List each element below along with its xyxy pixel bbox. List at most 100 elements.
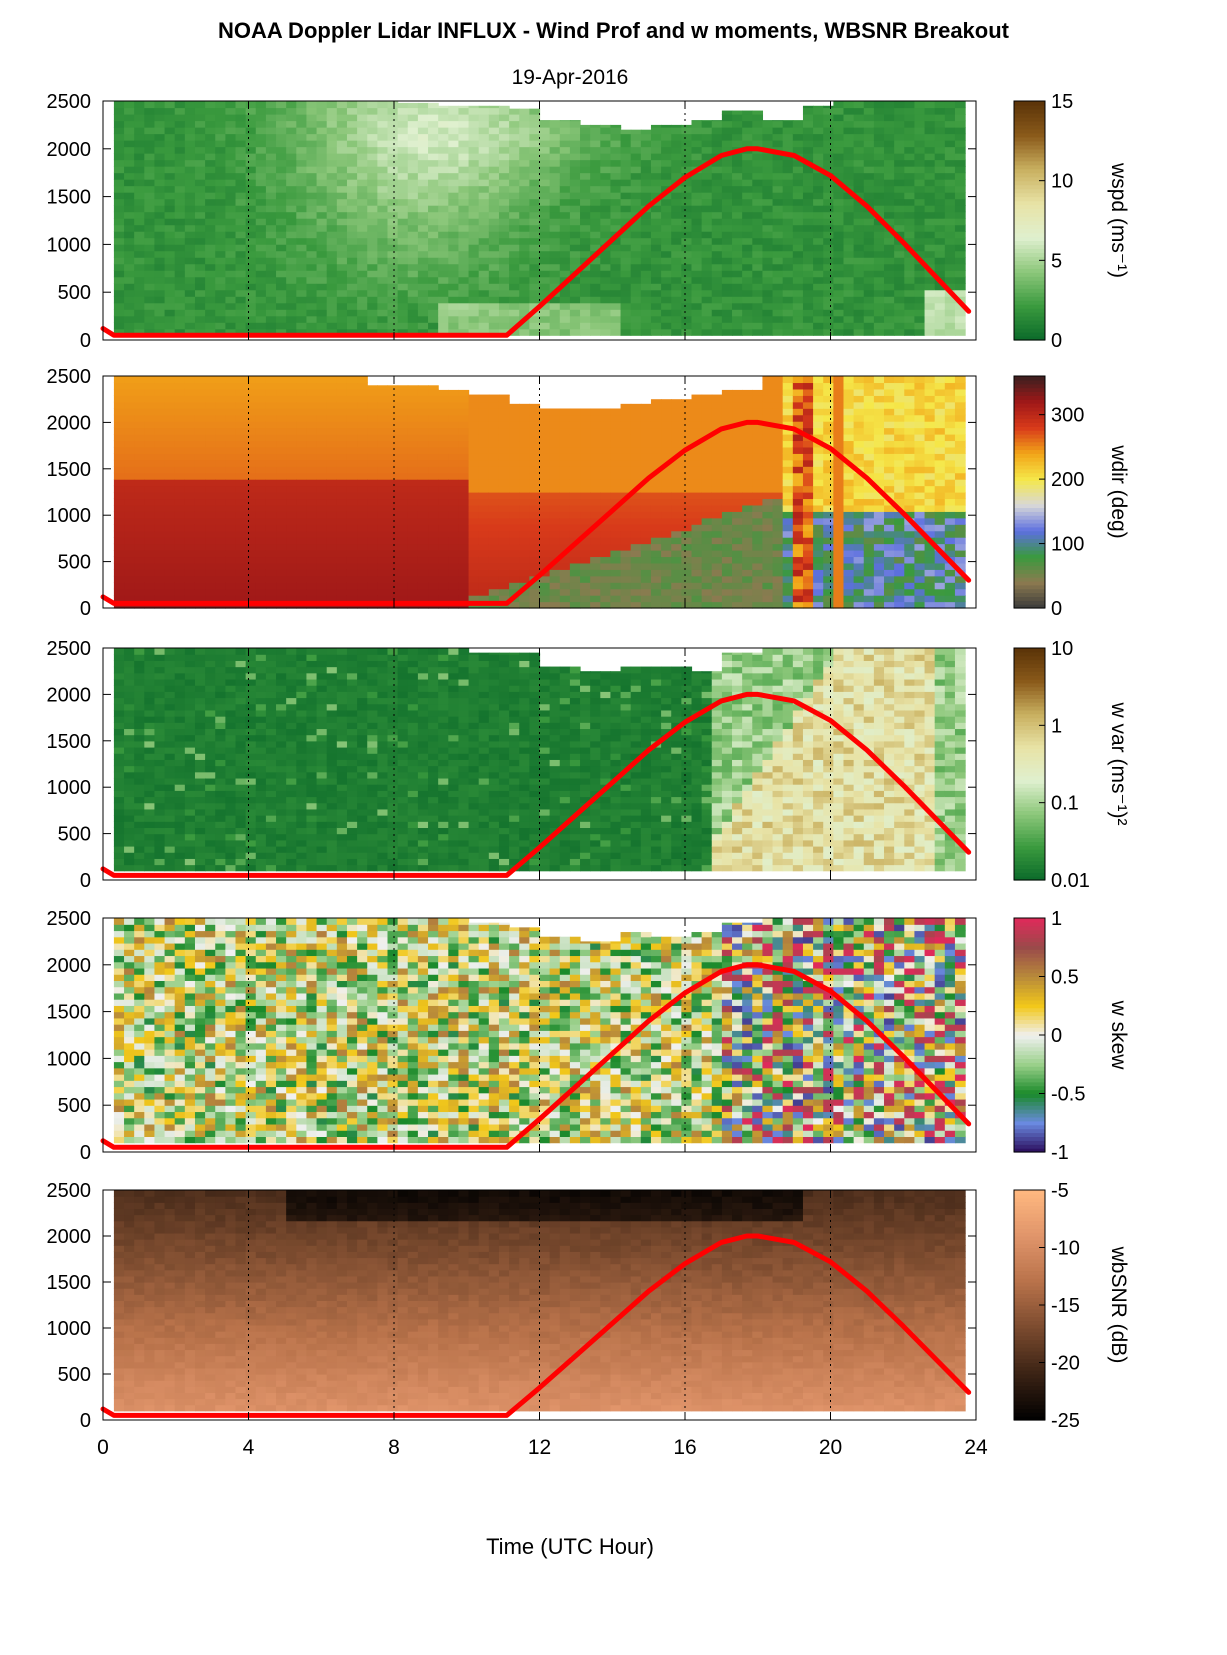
heatmap-cell — [600, 588, 612, 596]
heatmap-cell — [630, 244, 642, 252]
heatmap-cell — [255, 153, 267, 161]
heatmap-cell — [265, 504, 277, 512]
heatmap-cell — [296, 120, 308, 128]
heatmap-cell — [904, 302, 916, 310]
heatmap-cell — [813, 309, 824, 317]
heatmap-cell — [650, 231, 662, 239]
heatmap-cell — [610, 153, 622, 161]
heatmap-cell — [255, 114, 267, 122]
heatmap-cell — [843, 198, 855, 206]
heatmap-cell — [265, 276, 277, 284]
heatmap-cell — [752, 166, 764, 174]
heatmap-cell — [640, 498, 652, 506]
heatmap-cell — [438, 459, 449, 467]
heatmap-cell — [894, 263, 905, 271]
heatmap-cell — [377, 537, 389, 545]
heatmap-cell — [782, 283, 794, 291]
heatmap-cell — [164, 231, 176, 239]
heatmap-cell — [276, 395, 287, 403]
heatmap-cell — [762, 276, 774, 284]
heatmap-cell — [468, 179, 480, 187]
heatmap-cell — [286, 322, 297, 330]
heatmap-cell — [711, 192, 723, 200]
heatmap-cell — [245, 315, 257, 323]
heatmap-cell — [590, 127, 601, 135]
heatmap-cell — [498, 395, 510, 403]
heatmap-cell — [215, 315, 226, 323]
heatmap-cell — [944, 315, 956, 323]
heatmap-cell — [509, 133, 520, 141]
heatmap-cell — [863, 198, 875, 206]
heatmap-cell — [113, 408, 125, 416]
heatmap-cell — [407, 440, 419, 448]
heatmap-cell — [184, 588, 196, 596]
heatmap-cell — [529, 289, 541, 297]
heatmap-cell — [225, 492, 237, 500]
heatmap-cell — [336, 446, 348, 454]
heatmap-cell — [519, 211, 530, 219]
heatmap-cell — [255, 315, 267, 323]
heatmap-cell — [752, 110, 764, 115]
heatmap-cell — [336, 382, 348, 390]
heatmap-cell — [863, 302, 875, 310]
heatmap-cell — [873, 140, 885, 148]
heatmap-cell — [124, 472, 135, 480]
heatmap-cell — [336, 524, 348, 532]
heatmap-cell — [620, 588, 632, 596]
heatmap-cell — [245, 530, 257, 538]
heatmap-cell — [306, 582, 318, 590]
heatmap-cell — [681, 309, 693, 317]
heatmap-cell — [711, 309, 723, 317]
heatmap-cell — [316, 328, 328, 336]
heatmap-cell — [144, 107, 156, 115]
heatmap-cell — [802, 179, 814, 187]
heatmap-cell — [823, 322, 834, 330]
heatmap-cell — [296, 511, 308, 519]
heatmap-cell — [235, 562, 247, 570]
heatmap-cell — [671, 328, 682, 336]
heatmap-cell — [154, 296, 166, 304]
heatmap-cell — [367, 395, 378, 403]
heatmap-cell — [742, 120, 753, 128]
colorbar-segment — [1014, 292, 1045, 297]
heatmap-cell — [387, 101, 399, 109]
heatmap-cell — [296, 114, 308, 122]
heatmap-cell — [407, 166, 419, 174]
heatmap-cell — [458, 459, 470, 467]
heatmap-cell — [792, 309, 804, 317]
heatmap-cell — [732, 276, 743, 284]
heatmap-cell — [661, 124, 672, 128]
heatmap-cell — [630, 498, 642, 506]
heatmap-cell — [671, 446, 682, 454]
heatmap-cell — [873, 179, 885, 187]
heatmap-cell — [721, 133, 733, 141]
heatmap-cell — [194, 328, 206, 336]
heatmap-cell — [762, 127, 774, 135]
heatmap-cell — [154, 498, 166, 506]
heatmap-cell — [387, 492, 399, 500]
heatmap-cell — [144, 595, 156, 603]
heatmap-cell — [134, 140, 145, 148]
heatmap-cell — [873, 159, 885, 167]
heatmap-cell — [367, 588, 378, 596]
heatmap-cell — [610, 492, 622, 500]
heatmap-cell — [742, 205, 753, 213]
heatmap-cell — [438, 427, 449, 435]
heatmap-cell — [245, 218, 257, 226]
heatmap-cell — [539, 153, 551, 161]
heatmap-cell — [904, 309, 916, 317]
heatmap-cell — [144, 446, 156, 454]
heatmap-cell — [407, 140, 419, 148]
heatmap-cell — [549, 120, 561, 122]
heatmap-cell — [164, 192, 176, 200]
heatmap-cell — [245, 459, 257, 467]
heatmap-cell — [113, 569, 125, 577]
heatmap-cell — [873, 296, 885, 304]
heatmap-cell — [549, 427, 561, 435]
heatmap-cell — [428, 434, 439, 442]
heatmap-cell — [154, 440, 166, 448]
heatmap-cell — [144, 211, 156, 219]
heatmap-cell — [478, 524, 490, 532]
heatmap-cell — [813, 237, 824, 245]
heatmap-cell — [377, 140, 389, 148]
